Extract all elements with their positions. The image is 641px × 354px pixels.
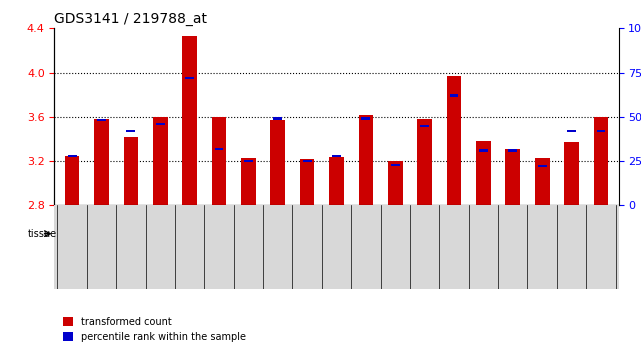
- Bar: [391, 164, 400, 166]
- Bar: [126, 130, 135, 132]
- Bar: [388, 161, 403, 205]
- Bar: [594, 117, 608, 205]
- Bar: [329, 156, 344, 205]
- Text: ascending colon: ascending colon: [373, 229, 447, 238]
- Bar: [362, 118, 370, 120]
- Bar: [420, 125, 429, 127]
- Text: sigmoid colon: sigmoid colon: [85, 229, 147, 238]
- Bar: [271, 120, 285, 205]
- Bar: [332, 155, 341, 157]
- Bar: [538, 165, 547, 167]
- Text: cecum: cecum: [454, 229, 484, 238]
- Bar: [303, 160, 312, 162]
- Bar: [156, 123, 165, 125]
- Bar: [153, 117, 167, 205]
- Text: tissue: tissue: [28, 229, 56, 239]
- Bar: [564, 142, 579, 205]
- Bar: [535, 158, 549, 205]
- Bar: [241, 158, 256, 205]
- Text: transverse colon: transverse colon: [519, 229, 595, 238]
- Bar: [417, 119, 432, 205]
- Bar: [597, 130, 605, 132]
- Bar: [68, 155, 76, 157]
- FancyBboxPatch shape: [381, 215, 439, 253]
- Bar: [212, 117, 226, 205]
- Legend: transformed count, percentile rank within the sample: transformed count, percentile rank withi…: [60, 313, 249, 346]
- Bar: [182, 36, 197, 205]
- Bar: [215, 148, 224, 150]
- Bar: [449, 95, 458, 97]
- Bar: [185, 77, 194, 79]
- Bar: [358, 115, 373, 205]
- Bar: [476, 141, 491, 205]
- FancyBboxPatch shape: [175, 215, 381, 253]
- Bar: [506, 149, 520, 205]
- Text: rectum: rectum: [262, 229, 294, 238]
- Bar: [300, 159, 315, 205]
- FancyBboxPatch shape: [58, 215, 175, 253]
- Bar: [244, 160, 253, 162]
- Bar: [508, 149, 517, 152]
- FancyBboxPatch shape: [439, 215, 498, 253]
- Bar: [273, 118, 282, 120]
- Text: GDS3141 / 219788_at: GDS3141 / 219788_at: [54, 12, 208, 26]
- Bar: [567, 130, 576, 132]
- Bar: [97, 119, 106, 121]
- Bar: [124, 137, 138, 205]
- Bar: [479, 149, 488, 152]
- Bar: [94, 119, 109, 205]
- FancyBboxPatch shape: [498, 215, 615, 253]
- Bar: [447, 76, 462, 205]
- Bar: [65, 155, 79, 205]
